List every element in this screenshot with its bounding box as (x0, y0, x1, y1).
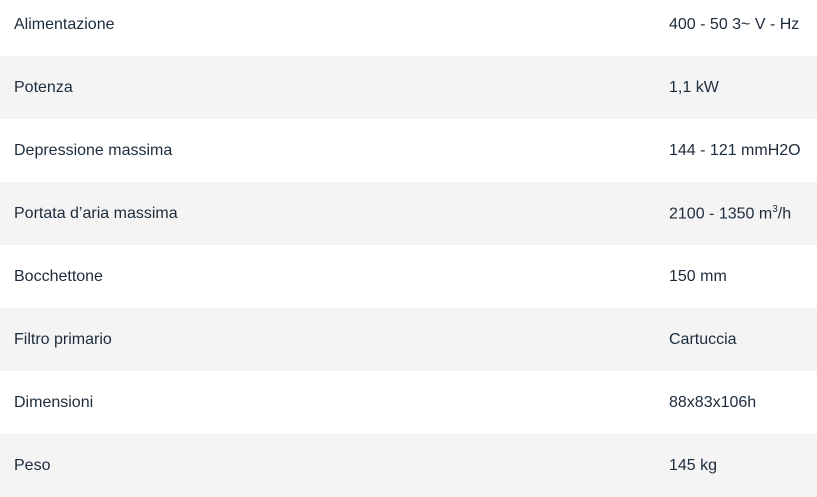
spec-value-suffix: /h (777, 205, 792, 223)
spec-label: Potenza (14, 78, 73, 96)
spec-label: Portata d’aria massima (14, 204, 178, 222)
spec-value: Cartuccia (669, 330, 737, 348)
spec-label: Depressione massima (14, 141, 173, 159)
table-row: Bocchettone 150 mm (0, 245, 817, 308)
table-row: Alimentazione 400 - 50 3~ V - Hz (0, 0, 817, 56)
table-row: Filtro primario Cartuccia (0, 308, 817, 371)
table-row: Portata d’aria massima 2100 - 1350 m3/h (0, 182, 817, 245)
spec-value: 144 - 121 mmH2O (669, 141, 801, 159)
spec-value-main: 2100 - 1350 m (669, 205, 773, 223)
spec-label: Alimentazione (14, 15, 115, 33)
spec-value: 1,1 kW (669, 78, 719, 96)
spec-label: Peso (14, 456, 51, 474)
table-row: Depressione massima 144 - 121 mmH2O (0, 119, 817, 182)
table-row: Peso 145 kg (0, 434, 817, 497)
spec-value: 88x83x106h (669, 393, 757, 411)
spec-label: Filtro primario (14, 330, 112, 348)
table-row: Potenza 1,1 kW (0, 56, 817, 119)
spec-value: 2100 - 1350 m3/h (669, 204, 791, 223)
spec-value: 150 mm (669, 267, 727, 285)
spec-value: 145 kg (669, 456, 718, 474)
spec-value: 400 - 50 3~ V - Hz (669, 15, 800, 33)
spec-value-sup: 3 (772, 203, 778, 215)
spec-label: Dimensioni (14, 393, 94, 411)
spec-label: Bocchettone (14, 267, 103, 285)
table-row: Dimensioni 88x83x106h (0, 371, 817, 434)
